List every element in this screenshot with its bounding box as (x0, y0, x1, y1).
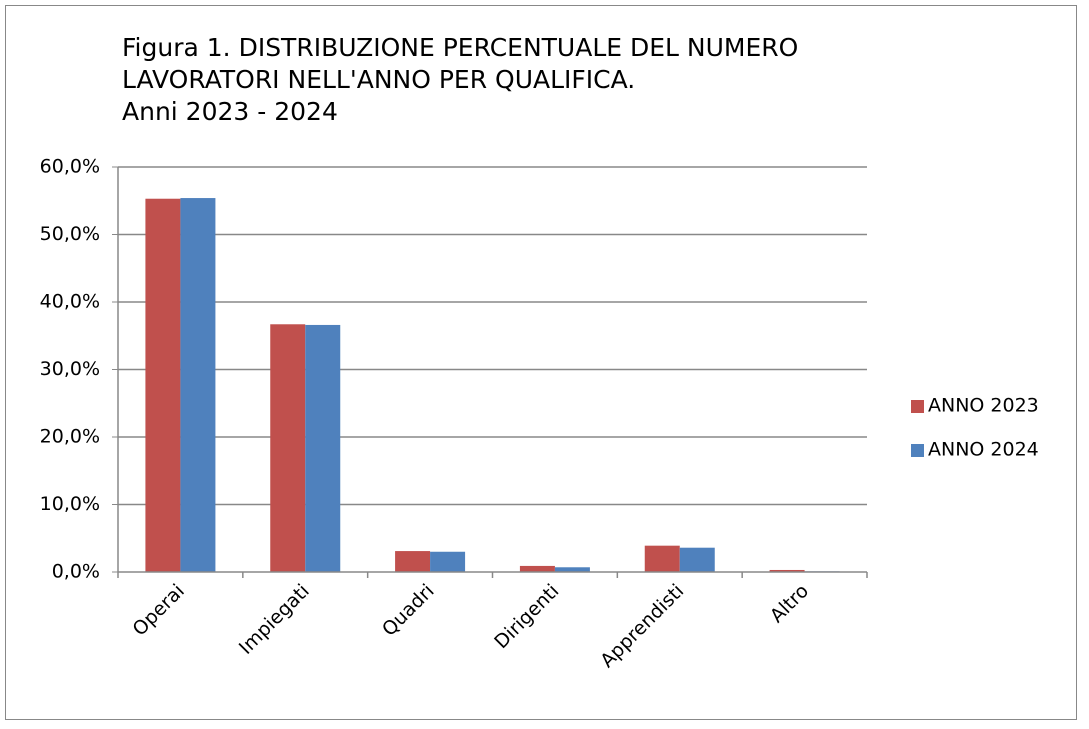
bar (305, 324, 341, 572)
bar (519, 565, 555, 572)
legend-label: ANNO 2023 (928, 395, 1039, 417)
title-group: Figura 1. DISTRIBUZIONE PERCENTUALE DEL … (122, 33, 798, 126)
bar (145, 198, 181, 572)
bar (430, 551, 466, 572)
y-tick-label: 0,0% (52, 561, 100, 583)
chart-title: Anni 2023 - 2024 (122, 97, 338, 126)
legend-swatch (911, 444, 924, 457)
legend-swatch (911, 400, 924, 413)
bar (395, 551, 431, 572)
bar (644, 545, 680, 572)
y-tick-label: 40,0% (40, 291, 100, 313)
bar (679, 547, 715, 572)
legend-label: ANNO 2024 (928, 439, 1039, 461)
y-tick-label: 50,0% (40, 223, 100, 245)
bar (270, 324, 306, 572)
y-tick-label: 60,0% (40, 156, 100, 178)
bar (554, 567, 590, 572)
y-tick-label: 10,0% (40, 493, 100, 515)
y-tick-label: 30,0% (40, 358, 100, 380)
chart-title: LAVORATORI NELL'ANNO PER QUALIFICA. (122, 65, 635, 94)
chart-title: Figura 1. DISTRIBUZIONE PERCENTUALE DEL … (122, 33, 798, 62)
bar (180, 198, 216, 573)
y-tick-label: 20,0% (40, 426, 100, 448)
bar (769, 569, 805, 572)
